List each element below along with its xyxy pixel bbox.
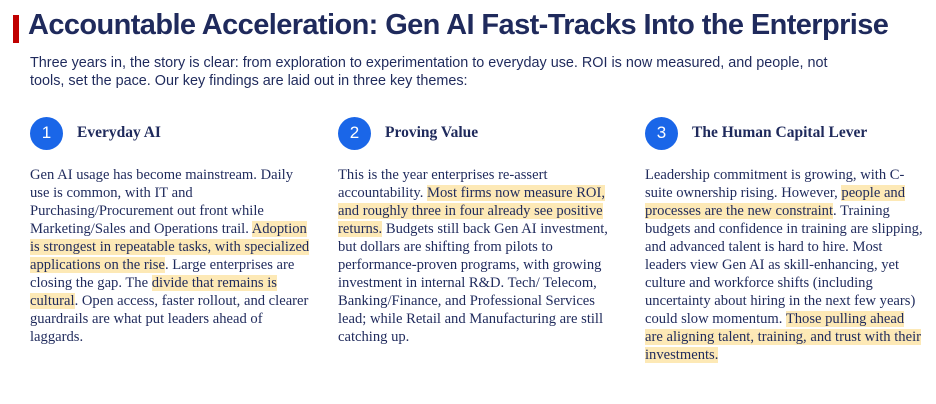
theme-title: The Human Capital Lever — [692, 124, 868, 141]
theme-body-text: . Open access, faster rollout, and clear… — [30, 293, 309, 345]
theme-number-badge: 2 — [338, 116, 371, 150]
theme-title: Proving Value — [385, 124, 479, 141]
theme-body-text: Budgets still back Gen AI investment, bu… — [338, 221, 608, 345]
theme-body: Leadership commitment is growing, with C… — [645, 166, 925, 364]
theme-header: 2 Proving Value — [338, 116, 618, 150]
theme-title: Everyday AI — [77, 124, 161, 141]
theme-column-1: 1 Everyday AI Gen AI usage has become ma… — [30, 116, 315, 346]
page-title: Accountable Acceleration: Gen AI Fast-Tr… — [28, 9, 889, 41]
theme-body: This is the year enterprises re-assert a… — [338, 166, 618, 346]
theme-body-text: . Training budgets and confidence in tra… — [645, 203, 923, 327]
intro-paragraph: Three years in, the story is clear: from… — [30, 55, 828, 89]
title-accent-bar — [13, 15, 19, 43]
theme-number-badge: 3 — [645, 116, 678, 150]
theme-column-2: 2 Proving Value This is the year enterpr… — [338, 116, 618, 346]
theme-body-text: This is the year enterprises re-assert a… — [338, 167, 548, 201]
theme-body-text: Gen AI usage has become mainstream. Dail… — [30, 167, 294, 237]
theme-body-text: Leadership commitment is growing, with C… — [645, 167, 905, 201]
theme-header: 1 Everyday AI — [30, 116, 315, 150]
theme-number-badge: 1 — [30, 116, 63, 150]
theme-body-text: . Large enterprises are closing the gap.… — [30, 257, 295, 291]
theme-header: 3 The Human Capital Lever — [645, 116, 925, 150]
theme-body: Gen AI usage has become mainstream. Dail… — [30, 166, 315, 346]
theme-column-3: 3 The Human Capital Lever Leadership com… — [645, 116, 925, 364]
